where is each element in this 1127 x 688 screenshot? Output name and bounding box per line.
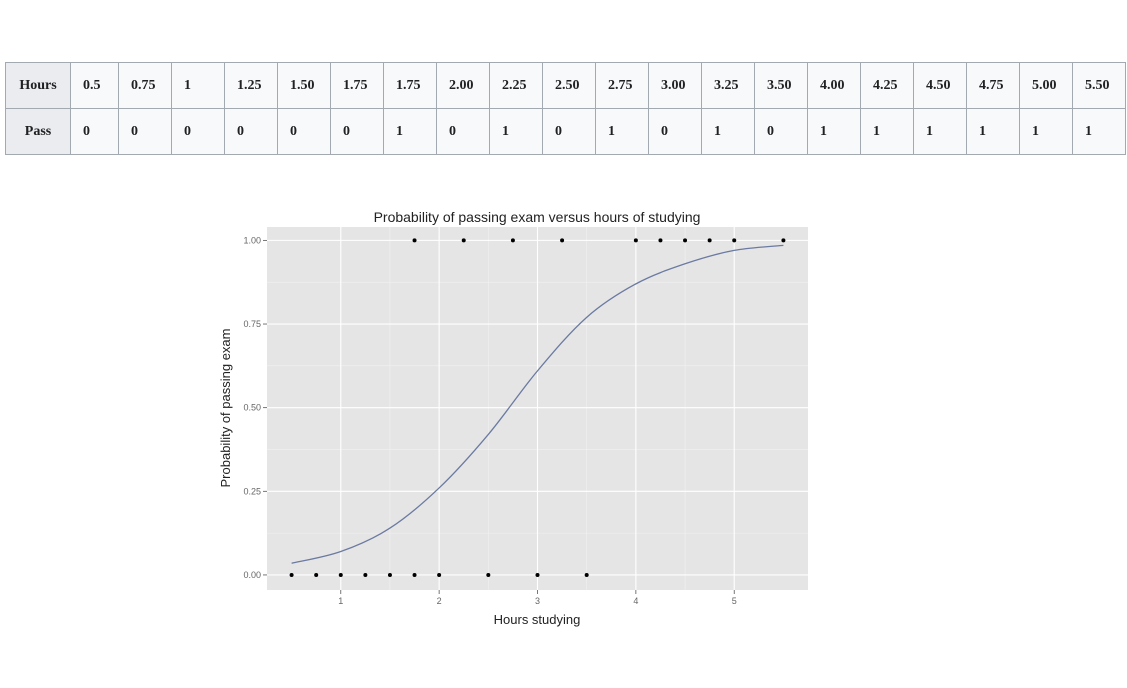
hours-cell: 1.50 <box>277 62 331 109</box>
hours-pass-table: Hours 0.5 0.75 1 1.25 1.50 1.75 1.75 2.00 2.25 2.… <box>5 62 1126 155</box>
table-row-hours: Hours 0.5 0.75 1 1.25 1.50 1.75 1.75 2.00 2.25 2.… <box>5 62 1126 109</box>
hours-cell: 3.00 <box>648 62 702 109</box>
hours-cell: 2.50 <box>542 62 596 109</box>
hours-cell: 1.75 <box>383 62 437 109</box>
data-point <box>560 238 565 243</box>
data-point <box>486 572 491 577</box>
y-tick-label: 1.00 <box>243 235 261 245</box>
pass-cell: 0 <box>277 108 331 155</box>
hours-cell: 1 <box>171 62 225 109</box>
pass-cell: 1 <box>807 108 861 155</box>
data-point <box>535 572 540 577</box>
y-axis-label: Probability of passing exam <box>218 329 233 488</box>
data-point <box>658 238 663 243</box>
fitted-logistic-curve <box>291 244 784 564</box>
data-point <box>683 238 688 243</box>
hours-cell: 4.75 <box>966 62 1020 109</box>
hours-cell: 1.75 <box>330 62 384 109</box>
data-point <box>289 572 294 577</box>
pass-cell: 0 <box>171 108 225 155</box>
pass-cell: 1 <box>595 108 649 155</box>
x-tick-label: 2 <box>437 596 442 606</box>
hours-cell: 3.25 <box>701 62 755 109</box>
pass-cell: 0 <box>330 108 384 155</box>
hours-cell: 0.5 <box>70 62 119 109</box>
data-point <box>387 572 392 577</box>
data-point <box>363 572 368 577</box>
data-point <box>338 572 343 577</box>
pass-cell: 0 <box>118 108 172 155</box>
axis-ticks: 1 2 3 4 5 0.00 0.25 0.50 0.75 1.00 <box>243 235 736 606</box>
hours-cell: 5.50 <box>1072 62 1126 109</box>
data-point <box>732 238 737 243</box>
y-tick-label: 0.00 <box>243 570 261 580</box>
x-tick-label: 4 <box>633 596 638 606</box>
x-tick-label: 3 <box>535 596 540 606</box>
pass-cell: 1 <box>913 108 967 155</box>
data-point <box>412 238 417 243</box>
pass-cell: 1 <box>860 108 914 155</box>
hours-cell: 4.25 <box>860 62 914 109</box>
pass-cell: 1 <box>966 108 1020 155</box>
pass-cell: 0 <box>754 108 808 155</box>
hours-cell: 2.00 <box>436 62 490 109</box>
hours-cell: 0.75 <box>118 62 172 109</box>
row-header-pass: Pass <box>5 108 71 155</box>
pass-cell: 1 <box>701 108 755 155</box>
chart-title: Probability of passing exam versus hours… <box>374 209 701 225</box>
hours-cell: 4.00 <box>807 62 861 109</box>
hours-cell: 2.25 <box>489 62 543 109</box>
y-tick-label: 0.25 <box>243 486 261 496</box>
data-point <box>412 572 417 577</box>
pass-cell: 1 <box>1019 108 1073 155</box>
pass-cell: 0 <box>648 108 702 155</box>
data-point <box>314 572 319 577</box>
pass-cell: 0 <box>436 108 490 155</box>
pass-cell: 1 <box>383 108 437 155</box>
hours-cell: 3.50 <box>754 62 808 109</box>
pass-cell: 1 <box>1072 108 1126 155</box>
data-point <box>707 238 712 243</box>
data-points <box>289 238 786 577</box>
data-point <box>781 238 786 243</box>
y-tick-label: 0.50 <box>243 403 261 413</box>
data-point <box>633 238 638 243</box>
logistic-chart: Probability of passing exam versus hours… <box>218 209 808 627</box>
pass-cell: 0 <box>224 108 278 155</box>
x-tick-label: 1 <box>338 596 343 606</box>
y-tick-label: 0.75 <box>243 319 261 329</box>
data-point <box>584 572 589 577</box>
hours-cell: 4.50 <box>913 62 967 109</box>
pass-cell: 0 <box>542 108 596 155</box>
hours-cell: 5.00 <box>1019 62 1073 109</box>
pass-cell: 1 <box>489 108 543 155</box>
pass-cell: 0 <box>70 108 119 155</box>
x-axis-label: Hours studying <box>494 612 581 627</box>
hours-cell: 2.75 <box>595 62 649 109</box>
data-point <box>461 238 466 243</box>
data-point <box>437 572 442 577</box>
row-header-hours: Hours <box>5 62 71 109</box>
x-tick-label: 5 <box>732 596 737 606</box>
hours-cell: 1.25 <box>224 62 278 109</box>
data-point <box>510 238 515 243</box>
